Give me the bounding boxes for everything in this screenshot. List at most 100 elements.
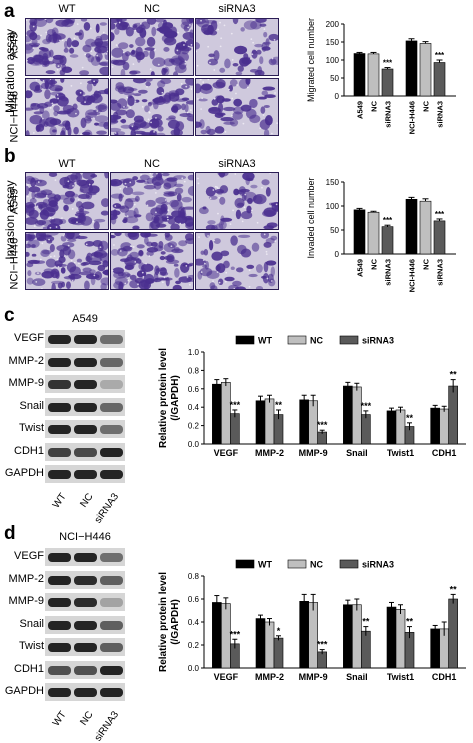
bar-mmp-2-wt bbox=[256, 401, 265, 444]
membrane-pore bbox=[59, 40, 61, 42]
blot-band bbox=[74, 598, 97, 607]
stained-cell bbox=[177, 193, 182, 201]
stained-cell bbox=[85, 39, 96, 48]
y-tick-label: 0.4 bbox=[188, 403, 200, 412]
membrane-pore bbox=[210, 197, 212, 199]
membrane-pore bbox=[185, 265, 187, 267]
stained-cell bbox=[208, 59, 218, 66]
membrane-pore bbox=[28, 89, 30, 91]
membrane-pore bbox=[220, 37, 222, 39]
stained-cell bbox=[111, 48, 123, 58]
micrograph-texture bbox=[111, 233, 193, 289]
membrane-pore bbox=[57, 98, 59, 100]
y-tick-label: 200 bbox=[326, 20, 340, 29]
membrane-pore bbox=[112, 270, 114, 272]
x-tick-label: Snail bbox=[346, 448, 368, 458]
membrane-pore bbox=[153, 131, 155, 133]
membrane-pore bbox=[119, 22, 121, 24]
membrane-pore bbox=[267, 278, 269, 280]
membrane-pore bbox=[48, 239, 50, 241]
bar-mmp-9-wt bbox=[300, 400, 309, 444]
stained-cell bbox=[39, 60, 50, 64]
membrane-pore bbox=[126, 96, 128, 98]
membrane-pore bbox=[184, 63, 186, 65]
membrane-pore bbox=[125, 183, 127, 185]
blot-band bbox=[100, 576, 123, 585]
bar-mmp-2-nc bbox=[265, 622, 274, 668]
membrane-pore bbox=[52, 218, 54, 220]
membrane-pore bbox=[266, 253, 268, 255]
membrane-pore bbox=[261, 187, 263, 189]
stained-cell bbox=[216, 265, 221, 271]
membrane-pore bbox=[220, 45, 222, 47]
micrograph-texture bbox=[26, 19, 108, 75]
blot-band bbox=[48, 470, 71, 479]
y-axis-label: Migrated cell number bbox=[306, 18, 316, 102]
blot-row-label: Snail bbox=[0, 619, 44, 630]
membrane-pore bbox=[27, 184, 29, 186]
micrograph-a-h446-wt bbox=[25, 78, 109, 136]
stained-cell bbox=[167, 216, 176, 224]
membrane-pore bbox=[152, 176, 154, 178]
stained-cell bbox=[168, 241, 177, 248]
stained-cell bbox=[200, 84, 213, 94]
membrane-pore bbox=[68, 245, 70, 247]
micrograph-texture bbox=[111, 79, 193, 135]
bar-nc bbox=[368, 54, 379, 96]
membrane-pore bbox=[177, 50, 179, 52]
stained-cell bbox=[252, 243, 260, 252]
membrane-pore bbox=[140, 174, 142, 176]
blot-band bbox=[100, 335, 123, 344]
bar-twist1-wt bbox=[387, 607, 396, 668]
membrane-pore bbox=[271, 280, 273, 282]
membrane-pore bbox=[272, 58, 274, 60]
blot-band bbox=[48, 380, 71, 389]
membrane-pore bbox=[82, 67, 84, 69]
bar-sirna3 bbox=[382, 69, 393, 96]
membrane-pore bbox=[231, 114, 233, 116]
blot-strip-cdh1 bbox=[45, 443, 125, 461]
membrane-pore bbox=[90, 28, 92, 30]
micrograph-b-h446-wt bbox=[25, 232, 109, 290]
stained-cell bbox=[34, 111, 44, 114]
membrane-pore bbox=[74, 262, 76, 264]
stained-cell bbox=[156, 87, 164, 95]
blot-band bbox=[74, 358, 97, 367]
x-tick-label: NC bbox=[422, 258, 431, 269]
stained-cell bbox=[163, 19, 167, 26]
membrane-pore bbox=[219, 282, 221, 284]
blot-band bbox=[74, 425, 97, 434]
membrane-pore bbox=[204, 263, 206, 265]
membrane-pore bbox=[249, 269, 251, 271]
stained-cell bbox=[181, 197, 192, 202]
blot-band bbox=[74, 576, 97, 585]
stained-cell bbox=[183, 264, 193, 267]
stained-cell bbox=[164, 256, 174, 260]
membrane-pore bbox=[86, 244, 88, 246]
membrane-pore bbox=[271, 133, 273, 135]
legend-swatch-nc bbox=[288, 560, 306, 568]
micrograph-texture bbox=[196, 173, 278, 229]
stained-cell bbox=[84, 22, 91, 31]
bar-twist1-nc bbox=[396, 410, 405, 444]
membrane-pore bbox=[50, 227, 52, 229]
blot-strip-snail bbox=[45, 616, 125, 634]
stained-cell bbox=[63, 205, 68, 212]
stained-cell bbox=[264, 262, 269, 273]
membrane-pore bbox=[80, 92, 82, 94]
stained-cell bbox=[152, 57, 165, 67]
stained-cell bbox=[59, 256, 66, 263]
blot-band bbox=[74, 470, 97, 479]
membrane-pore bbox=[67, 180, 69, 182]
blot-strip-cdh1 bbox=[45, 661, 125, 679]
stained-cell bbox=[233, 99, 242, 107]
stained-cell bbox=[52, 129, 57, 132]
membrane-pore bbox=[217, 187, 219, 189]
stained-cell bbox=[260, 24, 267, 27]
stained-cell bbox=[220, 218, 232, 222]
significance-mark: ** bbox=[450, 584, 458, 594]
bar-mmp-9-nc bbox=[309, 602, 318, 668]
y-tick-label: 0.0 bbox=[188, 440, 200, 449]
x-tick-label: NC bbox=[422, 100, 431, 111]
stained-cell bbox=[163, 192, 175, 196]
